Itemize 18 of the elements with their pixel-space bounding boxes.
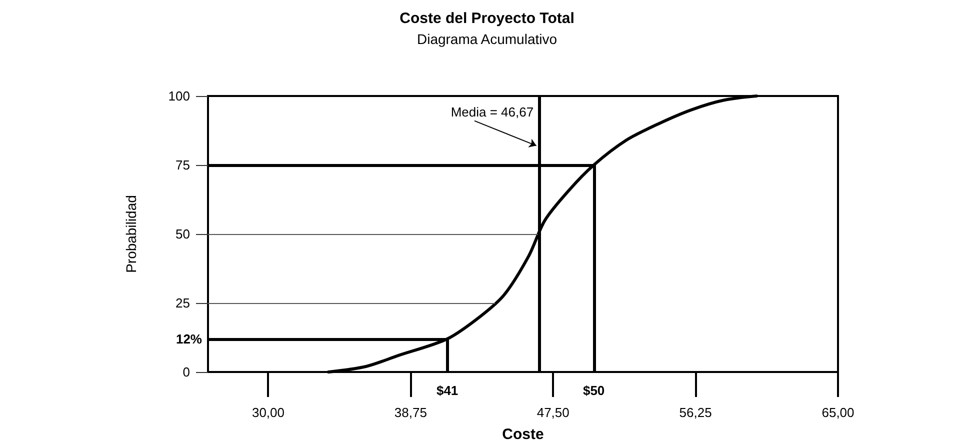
chart-title: Coste del Proyecto Total	[400, 10, 574, 27]
x-tick-label: 47,50	[536, 405, 570, 420]
y-tick-label: 75	[176, 158, 190, 172]
y-tick-label: 25	[176, 296, 190, 310]
x-tick-label: 30,00	[252, 405, 285, 420]
annotation: Media = 46,67	[450, 104, 534, 120]
x-axis-title: Coste	[502, 426, 544, 443]
x-tick-label: 56,25	[679, 405, 712, 420]
x-tick-label: 65,00	[822, 405, 854, 420]
y-tick-label: 0	[182, 364, 190, 380]
y-tick-label: 50	[176, 226, 190, 242]
ref-line-label: 12%	[176, 331, 202, 346]
y-tick-label: 100	[168, 88, 190, 104]
ref-line-label: $50	[582, 383, 605, 398]
y-axis-title: Probabilidad	[123, 195, 139, 273]
ref-line-label: $41	[436, 383, 458, 398]
x-tick-label: 38,75	[394, 405, 427, 420]
chart-subtitle: Diagrama Acumulativo	[416, 31, 558, 47]
